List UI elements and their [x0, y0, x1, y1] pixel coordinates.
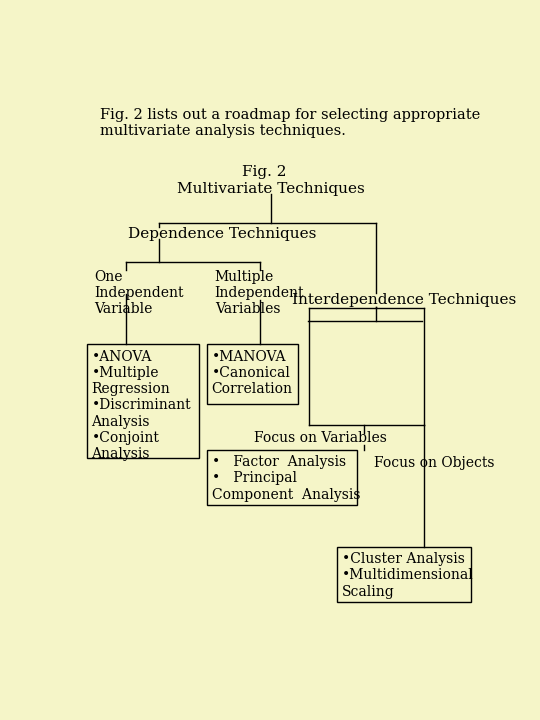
Text: Focus on Variables: Focus on Variables — [253, 431, 387, 446]
Text: One
Independent
Variable: One Independent Variable — [94, 270, 184, 316]
Text: •Cluster Analysis
•Multidimensional
Scaling: •Cluster Analysis •Multidimensional Scal… — [342, 552, 474, 598]
Text: Dependence Techniques: Dependence Techniques — [128, 227, 316, 240]
Text: Multivariate Techniques: Multivariate Techniques — [178, 182, 365, 196]
Text: Fig. 2 lists out a roadmap for selecting appropriate
multivariate analysis techn: Fig. 2 lists out a roadmap for selecting… — [100, 108, 480, 138]
Text: Multiple
Independent
Variables: Multiple Independent Variables — [215, 270, 304, 316]
Text: •   Factor  Analysis
•   Principal
Component  Analysis: • Factor Analysis • Principal Component … — [212, 455, 360, 502]
Text: Interdependence Techniques: Interdependence Techniques — [292, 293, 516, 307]
Text: •MANOVA
•Canonical
Correlation: •MANOVA •Canonical Correlation — [212, 350, 293, 396]
FancyBboxPatch shape — [337, 547, 470, 603]
FancyBboxPatch shape — [207, 450, 356, 505]
Text: •ANOVA
•Multiple
Regression
•Discriminant
Analysis
•Conjoint
Analysis: •ANOVA •Multiple Regression •Discriminan… — [91, 350, 191, 461]
Text: Fig. 2: Fig. 2 — [242, 165, 286, 179]
FancyBboxPatch shape — [87, 344, 199, 459]
FancyBboxPatch shape — [207, 344, 299, 405]
Text: Focus on Objects: Focus on Objects — [374, 456, 494, 470]
